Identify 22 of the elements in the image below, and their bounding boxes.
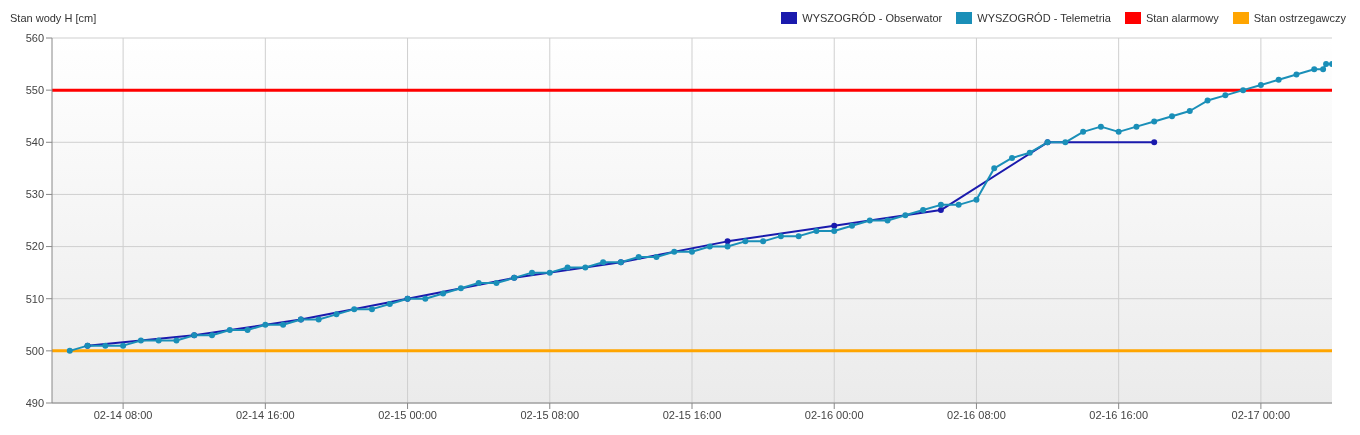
y-tick-label: 520	[25, 240, 44, 253]
x-tick-label: 02-14 16:00	[235, 408, 295, 421]
x-tick-label: 02-17 00:00	[1231, 408, 1291, 421]
legend-label: WYSZOGRÓD - Telemetria	[977, 12, 1111, 24]
y-tick-label: 510	[25, 292, 44, 305]
y-tick-label: 500	[25, 344, 44, 357]
legend-label: WYSZOGRÓD - Obserwator	[802, 12, 943, 24]
y-axis-title: Stan wody H [cm]	[10, 12, 97, 24]
y-tick-label: 560	[25, 31, 44, 44]
x-tick-label: 02-16 16:00	[1089, 408, 1149, 421]
x-tick-label: 02-15 00:00	[378, 408, 437, 421]
y-tick-label: 490	[25, 396, 44, 409]
x-tick-label: 02-16 00:00	[804, 408, 864, 421]
legend-label: Stan ostrzegawczy	[1253, 12, 1346, 24]
x-tick-label: 02-15 16:00	[662, 408, 722, 421]
x-tick-label: 02-16 08:00	[947, 408, 1006, 421]
x-tick-label: 02-15 08:00	[520, 408, 580, 421]
y-tick-label: 550	[25, 84, 44, 97]
x-tick-label: 02-14 08:00	[93, 408, 153, 421]
y-tick-label: 540	[25, 136, 44, 149]
y-tick-label: 530	[25, 188, 44, 201]
legend-label: Stan alarmowy	[1145, 12, 1219, 24]
